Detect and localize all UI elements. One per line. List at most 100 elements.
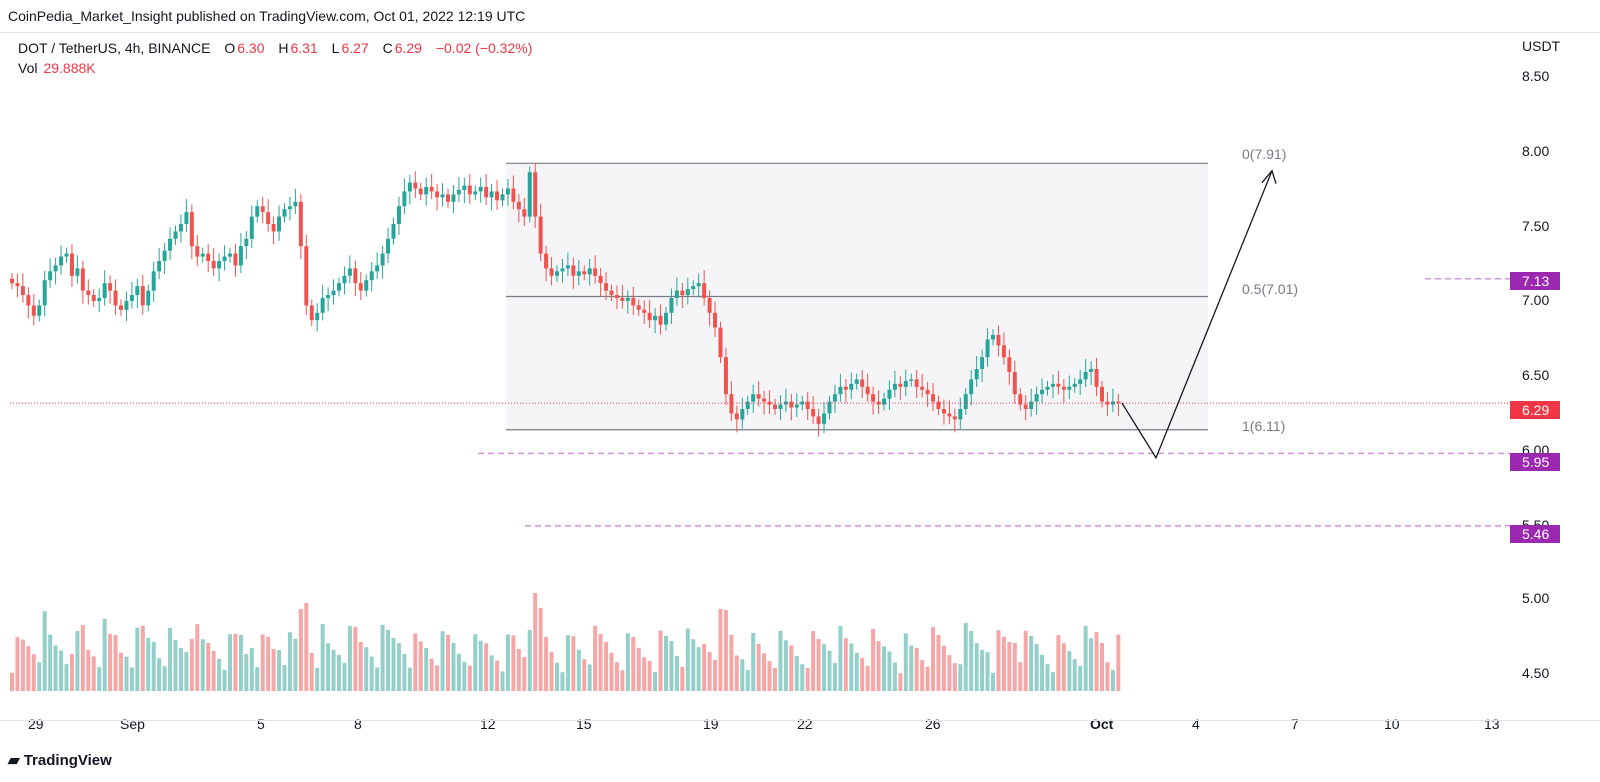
volume-bar bbox=[473, 634, 478, 691]
volume-bar bbox=[587, 664, 592, 691]
projection-arrowhead bbox=[1261, 169, 1277, 184]
volume-bar bbox=[1105, 662, 1110, 691]
volume-bar bbox=[178, 648, 183, 691]
volume-bar bbox=[391, 638, 396, 691]
volume-bar bbox=[941, 645, 946, 691]
volume-bar bbox=[702, 644, 707, 691]
candle-body bbox=[985, 339, 990, 358]
candle-body bbox=[129, 295, 134, 301]
volume-bar bbox=[658, 630, 663, 691]
time-tick: 7 bbox=[1291, 716, 1299, 732]
volume-bar bbox=[429, 658, 434, 691]
tradingview-logo[interactable]: ▰ TradingView bbox=[8, 751, 112, 769]
volume-bar bbox=[108, 634, 113, 691]
candle-body bbox=[538, 216, 543, 254]
candle-body bbox=[696, 283, 701, 287]
candle-body bbox=[119, 305, 123, 310]
volume-bar bbox=[369, 656, 374, 691]
time-axis-separator bbox=[0, 720, 1600, 721]
volume-bar bbox=[206, 643, 211, 691]
volume-bar bbox=[707, 652, 712, 691]
volume-bar bbox=[119, 652, 123, 691]
level-badge-595 bbox=[1510, 453, 1560, 471]
volume-bar bbox=[778, 630, 783, 691]
volume-bar bbox=[914, 648, 919, 691]
fib-label-0: 0(7.91) bbox=[1242, 146, 1286, 162]
candle-body bbox=[614, 295, 619, 298]
volume-bar bbox=[342, 663, 347, 691]
volume-bar bbox=[37, 662, 42, 691]
volume-bar bbox=[277, 650, 282, 691]
time-axis[interactable]: 29 Sep 5 8 12 15 19 22 26 Oct 4 7 10 13 bbox=[28, 716, 1500, 732]
volume-bar bbox=[113, 635, 118, 691]
volume-bar bbox=[1034, 644, 1039, 691]
candle-body bbox=[255, 206, 260, 217]
publisher-info: CoinPedia_Market_Insight published on Tr… bbox=[8, 8, 526, 24]
candle-body bbox=[10, 278, 14, 284]
candle-body bbox=[587, 268, 592, 275]
candle-body bbox=[827, 401, 832, 414]
candle-body bbox=[189, 212, 194, 247]
volume-bar bbox=[1050, 672, 1055, 691]
candle-body bbox=[320, 298, 325, 313]
volume-bar bbox=[1061, 643, 1066, 691]
candle-body bbox=[478, 187, 483, 192]
volume-bar bbox=[958, 664, 963, 691]
candle-body bbox=[1089, 369, 1094, 372]
symbol-name[interactable]: DOT / TetherUS, 4h, BINANCE bbox=[18, 40, 211, 56]
volume-bar bbox=[892, 662, 897, 691]
candle-body bbox=[1023, 404, 1028, 409]
candle-body bbox=[146, 290, 151, 306]
fib-label-1: 1(6.11) bbox=[1242, 418, 1285, 434]
candle-body bbox=[631, 298, 636, 306]
candle-body bbox=[20, 286, 25, 296]
candle-body bbox=[980, 357, 985, 370]
price-axis[interactable]: 8.50 8.00 7.50 7.00 6.50 6.00 5.50 5.00 … bbox=[1522, 68, 1549, 681]
candle-body bbox=[407, 182, 412, 192]
candle-body bbox=[293, 201, 298, 207]
candle-body bbox=[124, 300, 129, 310]
volume-bar bbox=[963, 623, 968, 691]
candle-body bbox=[805, 401, 810, 409]
volume-bar bbox=[489, 655, 494, 691]
volume-bar bbox=[576, 649, 581, 691]
candle-body bbox=[555, 271, 559, 276]
volume-bar bbox=[26, 646, 31, 691]
volume-bar bbox=[304, 603, 309, 691]
projection-line bbox=[1121, 170, 1273, 460]
candle-body bbox=[664, 312, 668, 325]
candle-body bbox=[756, 394, 761, 399]
candle-body bbox=[233, 253, 238, 266]
candle-body bbox=[157, 261, 162, 272]
candle-body bbox=[135, 286, 140, 296]
candle-body bbox=[680, 290, 685, 296]
price-tick: 8.00 bbox=[1522, 143, 1549, 159]
volume-bar bbox=[326, 643, 331, 691]
volume-bar bbox=[315, 668, 320, 691]
volume-bar bbox=[723, 610, 728, 691]
volume-bar bbox=[516, 649, 521, 691]
candle-body bbox=[200, 253, 205, 257]
candle-body bbox=[1110, 401, 1115, 405]
candle-body bbox=[1061, 386, 1066, 390]
price-chart[interactable]: 8.50 8.00 7.50 7.00 6.50 6.00 5.50 5.00 … bbox=[0, 0, 1600, 742]
volume-bar bbox=[451, 643, 456, 691]
volume-bar bbox=[233, 633, 238, 691]
volume-bar bbox=[396, 643, 401, 691]
candle-body bbox=[249, 216, 254, 239]
volume-bar bbox=[887, 651, 892, 691]
time-tick: 10 bbox=[1384, 716, 1400, 732]
time-tick: 26 bbox=[925, 716, 941, 732]
time-tick: 4 bbox=[1192, 716, 1200, 732]
volume-bar bbox=[1067, 651, 1072, 691]
candle-body bbox=[217, 261, 222, 269]
candle-body bbox=[282, 209, 287, 217]
candle-body bbox=[473, 191, 478, 195]
open-label: O bbox=[224, 40, 236, 56]
volume-bar bbox=[593, 626, 598, 691]
volume-bar bbox=[555, 662, 559, 691]
candle-body bbox=[1116, 401, 1121, 404]
candle-body bbox=[702, 283, 707, 298]
volume-bar bbox=[217, 659, 222, 691]
volume-bar bbox=[320, 624, 325, 691]
